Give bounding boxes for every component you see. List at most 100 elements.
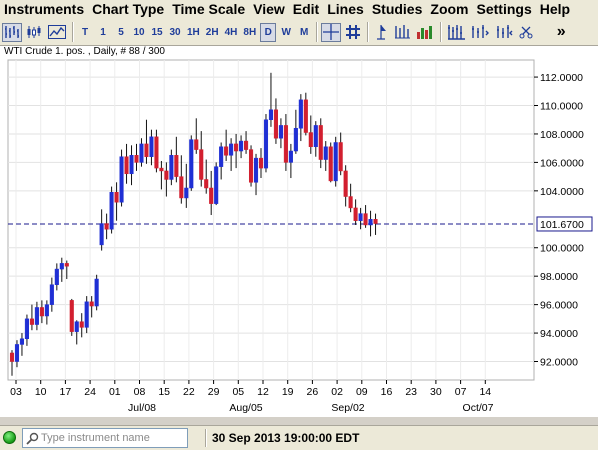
y-tick-label: 92.0000 [540,357,578,369]
x-tick-label: 09 [356,386,368,398]
candle-body [313,125,318,148]
menu-edit[interactable]: Edit [292,1,320,17]
x-tick-label: 07 [455,386,467,398]
y-tick-label: 108.0000 [540,129,584,141]
volume-icon[interactable] [414,23,436,42]
candlestick-icon[interactable] [24,23,44,42]
timeframe-weekly-button[interactable]: W [281,26,291,38]
candle-body [248,149,254,183]
candle-body [44,304,49,317]
candle-body [234,143,239,152]
current-price-box [536,216,593,232]
vertical-bars-icon[interactable] [392,23,412,42]
grid-icon[interactable] [343,23,363,42]
search-icon [26,432,39,445]
timeframe-2h-button[interactable]: 2H [205,26,219,38]
candle-body [288,150,293,163]
menu-studies[interactable]: Studies [371,1,423,17]
instrument-search-input[interactable] [41,430,185,446]
menu-lines[interactable]: Lines [327,1,364,17]
x-tick-label: 23 [405,386,417,398]
chart-title: WTI Crude 1. pos. , Daily, # 88 / 300 [4,46,165,57]
timeframe-15-button[interactable]: 15 [151,26,163,38]
status-separator [205,429,206,447]
menu-zoom[interactable]: Zoom [430,1,469,17]
candle-body [303,99,308,133]
candle-body [129,155,134,175]
compress-icon[interactable] [493,23,515,42]
candle-body [268,109,274,120]
candle-body [69,300,74,332]
candle-body [214,166,219,204]
candle-body [229,143,234,156]
line-chart-icon[interactable] [46,23,68,42]
candle-body [348,196,353,209]
x-tick-label: 08 [134,386,146,398]
menu-view[interactable]: View [253,1,285,17]
timeframe-1-button[interactable]: 1 [100,26,106,38]
timeframe-tick-button[interactable]: T [81,26,89,38]
candle-body [109,192,114,230]
toolbar-separator [367,22,369,42]
candle-body [119,156,124,203]
candle-body [74,321,79,332]
candle-body [323,146,328,160]
x-tick-label: 24 [84,386,96,398]
x-tick-label: 22 [183,386,195,398]
candle-body [363,213,368,226]
candle-body [298,99,303,129]
candle-body [308,132,313,148]
candle-body [29,318,34,325]
candle-body [253,157,259,183]
candle-body [94,278,99,307]
timeframe-monthly-button[interactable]: M [300,26,309,38]
candle-body [328,146,333,182]
timeframe-30-button[interactable]: 30 [169,26,181,38]
candle-body [239,140,244,152]
candle-body [124,156,129,175]
expand-icon[interactable] [469,23,491,42]
chart-panel[interactable]: 112.0000 110.0000 108.0000 106.0000 104.0000… [0,46,598,417]
x-tick-label: 01 [109,386,121,398]
marker-icon[interactable] [372,23,390,42]
month-label: Sep/02 [331,402,364,414]
x-tick-label: 16 [381,386,393,398]
timeframe-8h-button[interactable]: 8H [243,26,257,38]
bar-chart-icon[interactable] [2,22,22,42]
candle-body [263,119,269,169]
candle-body [49,284,54,305]
instrument-search-box[interactable] [22,428,188,448]
x-tick-label: 19 [282,386,294,398]
menu-chart-type[interactable]: Chart Type [92,1,165,17]
x-tick-label: 29 [208,386,220,398]
timeframe-5-button[interactable]: 5 [118,26,124,38]
overflow-icon[interactable]: » [556,23,566,40]
candle-body [159,167,164,172]
timeframe-10-button[interactable]: 10 [133,26,145,38]
menu-settings[interactable]: Settings [476,1,532,17]
current-price-label: 101.6700 [540,219,584,231]
candle-body [24,318,29,340]
x-tick-label: 05 [232,386,244,398]
crosshair-icon[interactable] [321,22,342,42]
candle-body [278,125,283,139]
menu-help[interactable]: Help [539,1,571,17]
candle-body [258,157,264,169]
status-bar: 30 Sep 2013 19:00:00 EDT [0,425,598,450]
multi-chart-icon[interactable] [445,23,467,42]
timeframe-daily-button[interactable]: D [260,22,277,42]
price-chart[interactable]: 112.0000 110.0000 108.0000 106.0000 104.0000… [0,46,598,417]
x-tick-label: 03 [10,386,22,398]
menu-time-scale[interactable]: Time Scale [172,1,246,17]
candle-body [154,136,159,169]
connection-status-icon [3,431,16,444]
menu-instruments[interactable]: Instruments [4,1,85,17]
candle-body [64,263,69,267]
candle-body [39,307,44,317]
scissors-icon[interactable] [517,23,535,42]
x-tick-label: 02 [331,386,343,398]
timeframe-1h-button[interactable]: 1H [187,26,200,38]
timeframe-4h-button[interactable]: 4H [224,26,238,38]
candle-body [19,338,25,345]
